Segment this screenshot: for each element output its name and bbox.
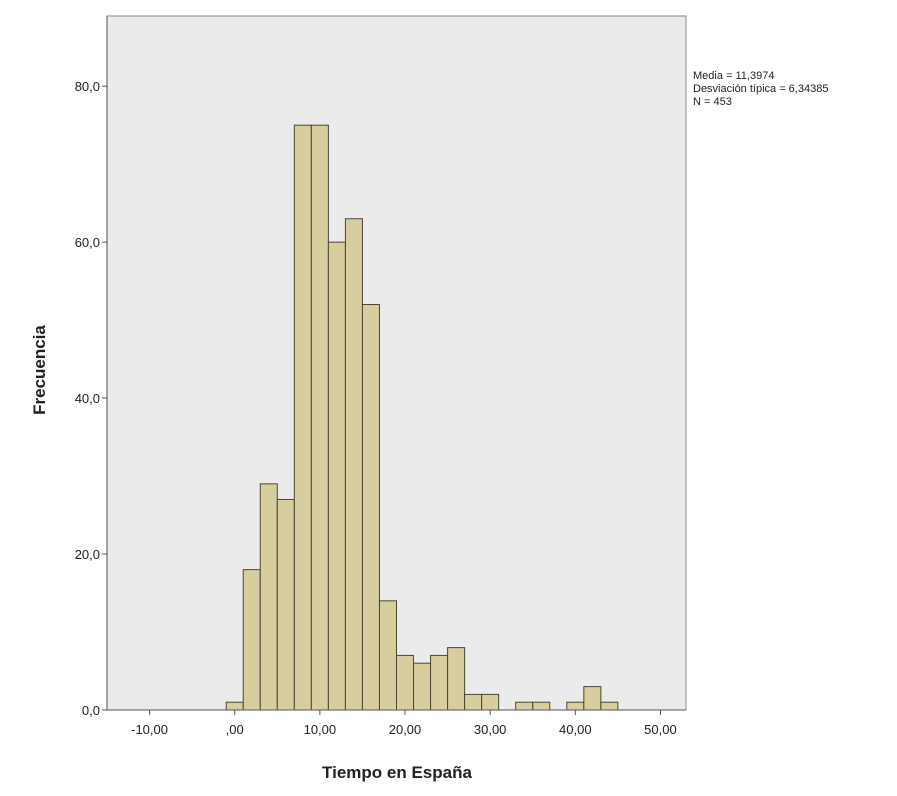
x-tick-label: -10,00	[131, 722, 168, 737]
histogram-bar	[396, 654, 415, 711]
x-tick-label: 20,00	[389, 722, 422, 737]
x-tick-label: 40,00	[559, 722, 592, 737]
histogram-bar	[413, 662, 432, 711]
histogram-bar	[430, 654, 449, 711]
stat-mean: Media = 11,3974	[693, 70, 775, 82]
histogram-bar	[481, 693, 500, 711]
y-axis-title: Frecuencia	[30, 325, 49, 415]
axes-layer: 0,0 20,0 40,0 60,0 80,0 -10,00 ,00 10,00 20,00 30…	[75, 16, 686, 737]
histogram-bar	[361, 304, 380, 711]
x-tick-label: 50,00	[644, 722, 677, 737]
plot-layer	[106, 15, 687, 711]
histogram-bar	[344, 218, 363, 711]
histogram-bar	[293, 124, 312, 711]
plot-area	[106, 15, 687, 711]
y-tick-label: 40,0	[75, 391, 100, 406]
x-axis-title: Tiempo en España	[322, 763, 472, 782]
histogram-bar	[566, 701, 585, 711]
histogram-bar	[259, 483, 278, 711]
histogram-bar	[464, 693, 483, 711]
stat-std-dev: Desviación típica = 6,34385	[693, 83, 829, 95]
histogram-bar	[225, 701, 244, 711]
y-tick-label: 20,0	[75, 547, 100, 562]
histogram-bar	[515, 701, 534, 711]
histogram-bar	[583, 686, 602, 711]
y-tick-label: 60,0	[75, 235, 100, 250]
histogram-bar	[532, 701, 551, 711]
y-tick-label: 80,0	[75, 79, 100, 94]
y-tick-label: 0,0	[82, 703, 100, 718]
histogram-bar	[242, 569, 261, 711]
x-tick-label: ,00	[226, 722, 244, 737]
x-tick-label: 10,00	[304, 722, 337, 737]
histogram-bar	[447, 647, 466, 711]
histogram-bar	[276, 498, 295, 711]
histogram-bar	[310, 124, 329, 711]
stat-n: N = 453	[693, 96, 732, 108]
x-tick-label: 30,00	[474, 722, 507, 737]
bars-layer	[225, 124, 619, 711]
histogram-bar	[378, 600, 397, 711]
statistics-legend: Media = 11,3974 Desviación típica = 6,34…	[693, 70, 828, 109]
histogram-bar	[600, 701, 619, 711]
histogram-bar	[327, 241, 346, 711]
